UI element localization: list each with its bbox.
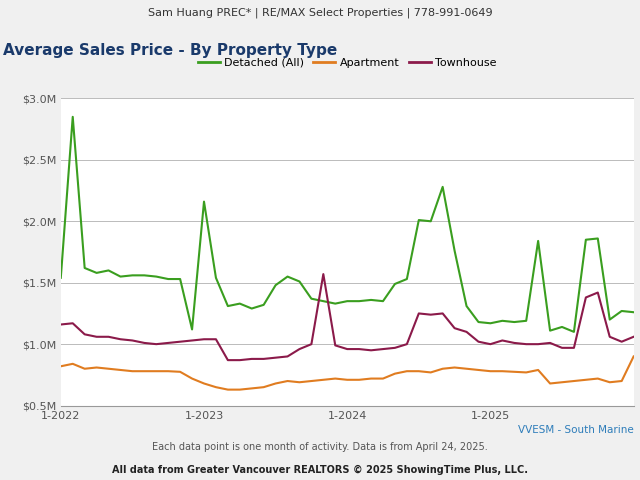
- Text: Sam Huang PREC* | RE/MAX Select Properties | 778-991-0649: Sam Huang PREC* | RE/MAX Select Properti…: [148, 8, 492, 18]
- Text: All data from Greater Vancouver REALTORS © 2025 ShowingTime Plus, LLC.: All data from Greater Vancouver REALTORS…: [112, 465, 528, 475]
- Text: Average Sales Price - By Property Type: Average Sales Price - By Property Type: [3, 43, 337, 58]
- Text: VVESM - South Marine: VVESM - South Marine: [518, 425, 634, 435]
- Text: Each data point is one month of activity. Data is from April 24, 2025.: Each data point is one month of activity…: [152, 442, 488, 452]
- Legend: Detached (All), Apartment, Townhouse: Detached (All), Apartment, Townhouse: [193, 53, 501, 72]
